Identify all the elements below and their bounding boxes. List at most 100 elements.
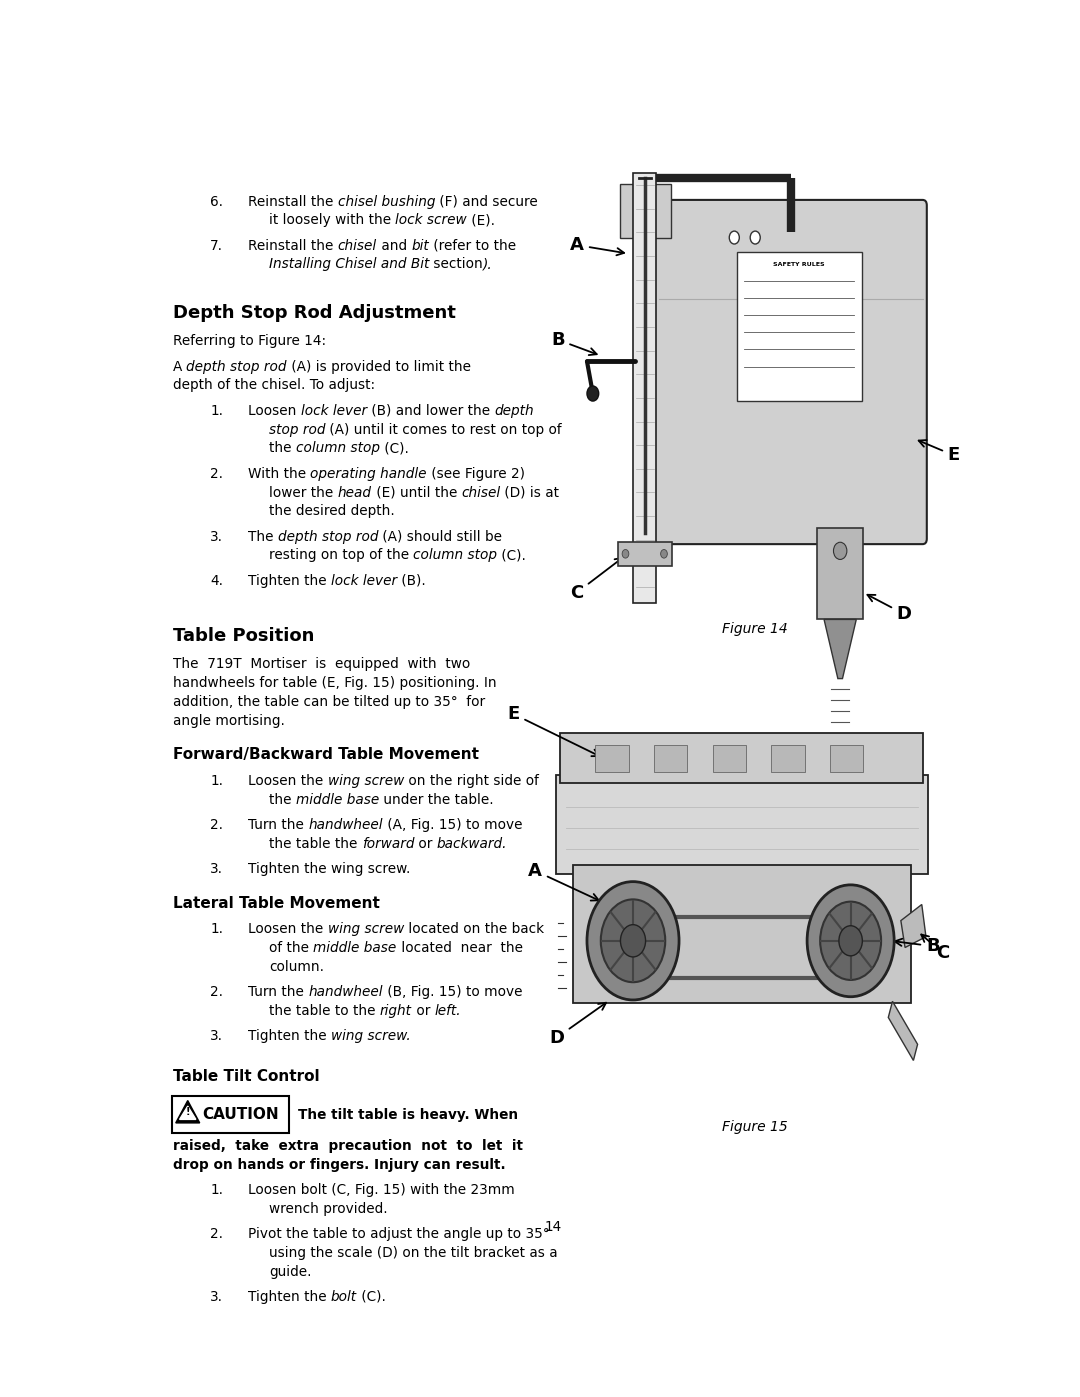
Text: (C).: (C). bbox=[380, 441, 408, 455]
Text: left.: left. bbox=[434, 1004, 461, 1018]
Circle shape bbox=[820, 901, 881, 979]
Text: lock lever: lock lever bbox=[330, 574, 397, 588]
Text: or: or bbox=[414, 837, 437, 851]
Text: Reinstall the: Reinstall the bbox=[248, 194, 338, 208]
Text: wing screw: wing screw bbox=[327, 922, 404, 936]
Text: located on the back: located on the back bbox=[404, 922, 544, 936]
Text: (A) is provided to limit the: (A) is provided to limit the bbox=[287, 359, 471, 373]
FancyBboxPatch shape bbox=[556, 775, 928, 875]
Text: right: right bbox=[380, 1004, 411, 1018]
Text: With the: With the bbox=[248, 467, 310, 481]
Circle shape bbox=[600, 900, 665, 982]
Text: the: the bbox=[269, 792, 296, 806]
Text: D: D bbox=[550, 1003, 606, 1046]
Text: handwheels for table (E, Fig. 15) positioning. In: handwheels for table (E, Fig. 15) positi… bbox=[173, 676, 497, 690]
Text: (C).: (C). bbox=[357, 1289, 386, 1303]
Text: 2.: 2. bbox=[211, 817, 224, 831]
Text: Table Tilt Control: Table Tilt Control bbox=[173, 1069, 320, 1084]
Text: C: C bbox=[921, 935, 949, 963]
Circle shape bbox=[751, 231, 760, 244]
Text: wing screw: wing screw bbox=[327, 774, 404, 788]
Circle shape bbox=[588, 882, 679, 1000]
Text: of the: of the bbox=[269, 942, 313, 956]
Text: (E) until the: (E) until the bbox=[372, 486, 461, 500]
Text: the table the: the table the bbox=[269, 837, 362, 851]
Text: The: The bbox=[248, 529, 278, 543]
Text: 2.: 2. bbox=[211, 1227, 224, 1241]
Text: Table Position: Table Position bbox=[173, 627, 314, 645]
FancyBboxPatch shape bbox=[172, 1095, 289, 1133]
Polygon shape bbox=[179, 1106, 195, 1119]
Text: B: B bbox=[551, 331, 597, 355]
Text: using the scale (D) on the tilt bracket as a: using the scale (D) on the tilt bracket … bbox=[269, 1246, 557, 1260]
Polygon shape bbox=[824, 619, 856, 679]
Text: column stop: column stop bbox=[414, 549, 498, 563]
Text: 3.: 3. bbox=[211, 529, 224, 543]
Text: under the table.: under the table. bbox=[379, 792, 494, 806]
Text: Tighten the: Tighten the bbox=[248, 574, 330, 588]
Text: 3.: 3. bbox=[211, 862, 224, 876]
Text: Depth Stop Rod Adjustment: Depth Stop Rod Adjustment bbox=[173, 305, 456, 323]
FancyBboxPatch shape bbox=[737, 251, 862, 401]
Text: and: and bbox=[377, 239, 411, 253]
Text: Loosen bolt (C, Fig. 15) with the 23mm: Loosen bolt (C, Fig. 15) with the 23mm bbox=[248, 1183, 515, 1197]
Text: raised,  take  extra  precaution  not  to  let  it: raised, take extra precaution not to let… bbox=[173, 1139, 523, 1153]
FancyBboxPatch shape bbox=[654, 200, 927, 545]
Text: Loosen the: Loosen the bbox=[248, 774, 327, 788]
Text: (D) is at: (D) is at bbox=[500, 486, 559, 500]
Text: depth of the chisel. To adjust:: depth of the chisel. To adjust: bbox=[173, 379, 375, 393]
Text: (see Figure 2): (see Figure 2) bbox=[427, 467, 525, 481]
Text: B: B bbox=[894, 937, 940, 956]
Text: the desired depth.: the desired depth. bbox=[269, 504, 394, 518]
Text: addition, the table can be tilted up to 35°  for: addition, the table can be tilted up to … bbox=[173, 694, 485, 708]
Text: 14: 14 bbox=[545, 1220, 562, 1234]
Text: Pivot the table to adjust the angle up to 35°: Pivot the table to adjust the angle up t… bbox=[248, 1227, 550, 1241]
Text: Installing Chisel and Bit: Installing Chisel and Bit bbox=[269, 257, 429, 271]
Text: E: E bbox=[919, 440, 960, 464]
Text: Lateral Table Movement: Lateral Table Movement bbox=[173, 895, 379, 911]
Text: A: A bbox=[528, 862, 598, 901]
Text: Forward/Backward Table Movement: Forward/Backward Table Movement bbox=[173, 747, 478, 763]
Text: Referring to Figure 14:: Referring to Figure 14: bbox=[173, 334, 326, 348]
Text: Turn the: Turn the bbox=[248, 985, 308, 999]
Text: it loosely with the: it loosely with the bbox=[269, 214, 395, 228]
FancyBboxPatch shape bbox=[652, 184, 671, 237]
Text: angle mortising.: angle mortising. bbox=[173, 714, 284, 728]
Circle shape bbox=[661, 549, 667, 559]
Text: (C).: (C). bbox=[498, 549, 526, 563]
FancyBboxPatch shape bbox=[561, 733, 923, 782]
Text: wing screw.: wing screw. bbox=[330, 1030, 410, 1044]
Text: wrench provided.: wrench provided. bbox=[269, 1201, 388, 1215]
FancyBboxPatch shape bbox=[572, 865, 910, 1003]
Text: (B) and lower the: (B) and lower the bbox=[367, 404, 495, 418]
Text: E: E bbox=[508, 705, 599, 756]
Text: column stop: column stop bbox=[296, 441, 380, 455]
Text: Turn the: Turn the bbox=[248, 817, 308, 831]
Text: 3.: 3. bbox=[211, 1030, 224, 1044]
Text: section: section bbox=[429, 257, 483, 271]
Text: Loosen the: Loosen the bbox=[248, 922, 327, 936]
Text: lower the: lower the bbox=[269, 486, 338, 500]
Text: (F) and secure: (F) and secure bbox=[435, 194, 538, 208]
Circle shape bbox=[807, 884, 894, 996]
Text: stop rod: stop rod bbox=[269, 422, 325, 437]
Text: Figure 15: Figure 15 bbox=[721, 1119, 787, 1133]
Text: (refer to the: (refer to the bbox=[429, 239, 516, 253]
Text: 2.: 2. bbox=[211, 985, 224, 999]
FancyBboxPatch shape bbox=[595, 745, 629, 773]
Text: D: D bbox=[867, 595, 912, 623]
FancyBboxPatch shape bbox=[654, 745, 688, 773]
Text: 1.: 1. bbox=[211, 1183, 224, 1197]
FancyBboxPatch shape bbox=[620, 184, 639, 237]
Text: 1.: 1. bbox=[211, 404, 224, 418]
Text: located  near  the: located near the bbox=[396, 942, 523, 956]
Text: 2.: 2. bbox=[211, 467, 224, 481]
Text: (A) until it comes to rest on top of: (A) until it comes to rest on top of bbox=[325, 422, 562, 437]
Text: or: or bbox=[411, 1004, 434, 1018]
Text: lock lever: lock lever bbox=[300, 404, 367, 418]
Text: CAUTION: CAUTION bbox=[202, 1106, 279, 1122]
FancyBboxPatch shape bbox=[618, 542, 672, 566]
Text: 4.: 4. bbox=[211, 574, 224, 588]
FancyBboxPatch shape bbox=[633, 173, 657, 604]
Polygon shape bbox=[176, 1101, 200, 1123]
